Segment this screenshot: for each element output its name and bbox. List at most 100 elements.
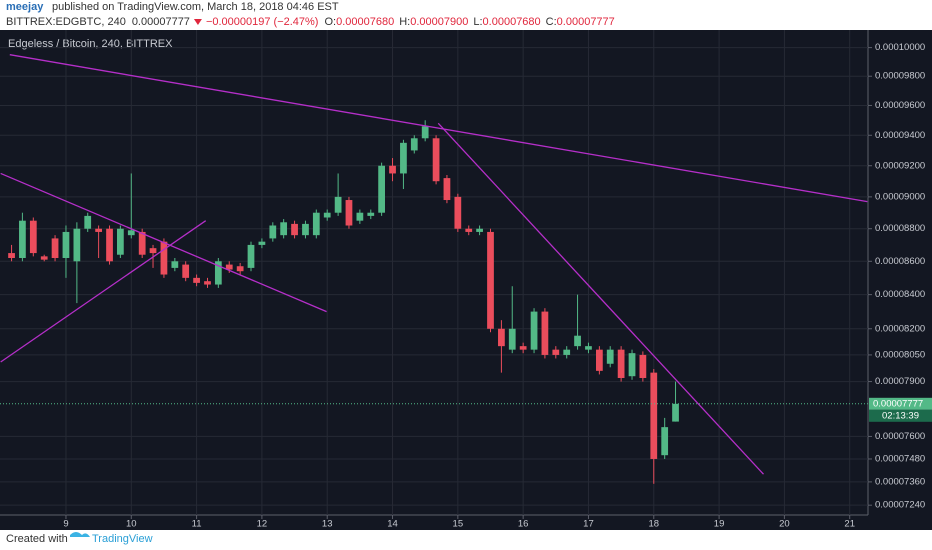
ohlc-value: 0.00007680	[336, 16, 394, 28]
x-tick-label: 11	[192, 519, 202, 530]
chart-bg	[0, 30, 932, 530]
candle-body	[367, 212, 375, 216]
y-tick-label: 0.00008050	[875, 349, 925, 360]
candle-body	[563, 349, 571, 355]
footer-brand[interactable]: TradingView	[92, 533, 153, 545]
candle-body	[269, 225, 277, 239]
trendline	[0, 220, 207, 363]
candle-body	[19, 220, 26, 258]
y-tick-label: 0.00009600	[875, 100, 925, 111]
y-tick-label: 0.00007480	[875, 453, 925, 464]
y-tick-label: 0.00007900	[875, 376, 925, 387]
candle-body	[247, 244, 255, 268]
x-tick-label: 15	[453, 519, 464, 530]
header-change: −0.00000197 (−2.47%)	[206, 16, 319, 28]
x-tick-label: 12	[257, 519, 268, 530]
candle-body	[95, 228, 102, 232]
ohlc-value: 0.00007680	[483, 16, 541, 28]
candle-body	[465, 228, 473, 232]
ohlc: O: 0.00007680 H: 0.00007900 L: 0.00007680 C: 0.…	[324, 16, 614, 28]
last-price-box	[869, 397, 932, 410]
x-tick-label: 13	[322, 519, 333, 530]
author[interactable]: meejay	[6, 1, 44, 13]
candle-body	[312, 212, 320, 236]
candle-body	[541, 311, 549, 355]
candle-body	[116, 228, 124, 255]
ohlc-label: L:	[473, 16, 482, 28]
candle-body	[182, 264, 190, 278]
candle-body	[400, 142, 407, 174]
candle-body	[595, 349, 603, 371]
y-tick-label: 0.00009800	[875, 71, 925, 82]
candle-body	[138, 231, 146, 255]
candle-body	[171, 261, 179, 268]
y-tick-label: 0.00007600	[875, 431, 925, 442]
candle-body	[29, 220, 37, 254]
candle-body	[345, 200, 353, 226]
candle-body	[508, 328, 516, 350]
symbol: BITTREX:EDGBTC, 240	[6, 16, 126, 28]
y-tick-label: 0.00008400	[875, 289, 925, 300]
y-tick-label: 0.00008200	[875, 323, 925, 334]
candle-body	[106, 228, 113, 262]
candle-body	[410, 138, 418, 151]
candle-body	[160, 241, 168, 275]
ohlc-value: 0.00007777	[557, 16, 615, 28]
x-tick-label: 14	[387, 519, 398, 530]
trendline	[437, 122, 764, 475]
candle-body	[225, 264, 233, 270]
candle-body	[8, 253, 15, 258]
candle-body	[487, 231, 494, 329]
footer-created: Created with	[6, 533, 68, 545]
candle-body	[193, 277, 200, 283]
x-tick-label: 19	[714, 519, 725, 530]
candle-body	[389, 165, 396, 174]
candle-body	[498, 328, 505, 347]
published: published on TradingView.com, March 18, …	[52, 1, 339, 13]
logo	[70, 532, 90, 537]
x-tick-label: 9	[63, 519, 68, 530]
countdown: 02:13:39	[882, 410, 919, 421]
ohlc-label: C:	[546, 16, 557, 28]
candle-body	[258, 241, 266, 245]
y-tick-label: 0.00010000	[875, 42, 925, 53]
ohlc-label: H:	[399, 16, 410, 28]
candle-body	[519, 346, 527, 350]
candle-body	[73, 228, 81, 262]
candle-body	[40, 256, 48, 260]
candle-body	[214, 261, 222, 285]
countdown-box	[869, 409, 932, 422]
candle-body	[574, 335, 581, 347]
x-tick-label: 20	[779, 519, 790, 530]
y-tick-label: 0.00007240	[875, 500, 925, 511]
candle-body	[204, 281, 211, 285]
candle-body	[432, 138, 440, 182]
candle-body	[661, 427, 669, 456]
last-price-label: 0.00007777	[873, 398, 923, 409]
y-tick-label: 0.00007360	[875, 476, 925, 487]
y-tick-label: 0.00009000	[875, 191, 925, 202]
x-tick-label: 21	[844, 519, 855, 530]
ohlc-value: 0.00007900	[410, 16, 468, 28]
trendline	[0, 172, 327, 313]
candle-body	[454, 196, 462, 229]
y-tick-label: 0.00009200	[875, 160, 925, 171]
trendline	[9, 54, 868, 203]
candle-body	[672, 403, 679, 422]
y-tick-label: 0.00009400	[875, 130, 925, 141]
candle-body	[476, 228, 483, 232]
candle-body	[302, 223, 309, 236]
candle-body	[421, 126, 429, 139]
candle-body	[62, 231, 70, 258]
header-price: 0.00007777	[132, 16, 190, 28]
x-tick-label: 18	[648, 519, 659, 530]
candle-body	[323, 212, 331, 218]
candle-body	[291, 223, 298, 236]
down-arrow	[193, 19, 202, 25]
candle-body	[51, 238, 59, 258]
candle-body	[443, 178, 451, 201]
candle-body	[149, 248, 157, 254]
x-tick-label: 17	[583, 519, 594, 530]
candle-body	[617, 349, 625, 378]
